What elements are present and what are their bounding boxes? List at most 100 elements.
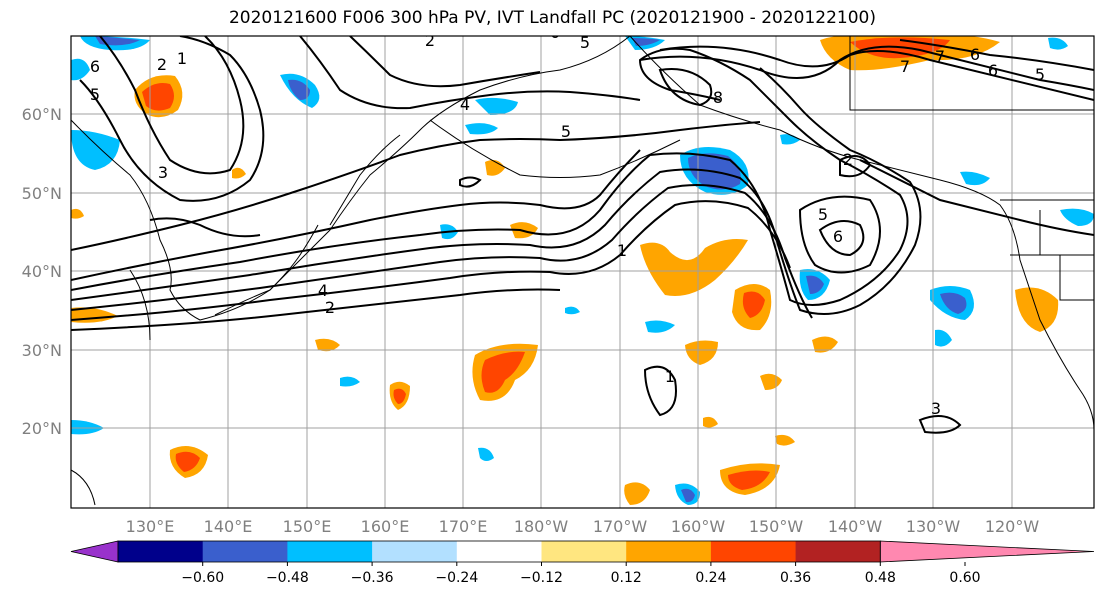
latitude-label: 60°N [22,105,62,124]
aleutian-chain [429,119,681,178]
latitude-label: 40°N [22,262,62,281]
negative-anomaly-patch [71,58,90,81]
negative-anomaly-patch [1048,37,1068,50]
contour-value-label: 5 [1035,65,1045,84]
north-america-coastline [849,36,1094,111]
negative-anomaly-core [806,275,824,294]
positive-anomaly-core [393,388,406,404]
colorbar-tick-label: −0.60 [181,570,224,586]
negative-anomaly-patch [478,447,494,461]
colorbar-extend-right [879,540,1095,563]
negative-anomaly-patch [1060,208,1094,226]
longitude-label: 140°E [204,517,253,536]
contour-value-label: 6 [970,45,980,64]
contour-value-label: 6 [833,227,843,246]
map-frame [70,35,1095,509]
contour-value-label: 6 [988,61,998,80]
colorbar-tick-label: −0.36 [351,570,394,586]
colorbar-segment [456,541,542,562]
negative-anomaly-core [940,292,967,314]
pv-contours [71,36,1094,434]
colorbar-tick-label: 0.12 [611,570,642,586]
japan-coastline [214,224,319,316]
contour-value-label: 7 [935,47,945,66]
longitude-label: 130°E [126,517,175,536]
positive-anomaly-patch [624,482,650,505]
longitude-label: 180°W [514,517,569,536]
contour-value-label: 5 [90,85,100,104]
colorbar-segment [795,541,881,562]
negative-anomaly-patch [71,420,104,435]
map-title: 2020121600 F006 300 hPa PV, IVT Landfall… [228,8,876,28]
contour-value-label: 3 [158,163,168,182]
colorbar-segment [710,541,797,562]
contour-value-label: 8 [713,88,723,107]
colorbar-segment [287,541,373,562]
colorbar-segment [202,541,288,562]
positive-anomaly-patch [485,160,505,176]
negative-anomaly-core [632,38,660,46]
contour-value-label: 2 [325,298,335,317]
positive-anomaly-patch [703,416,718,428]
contour-value-label: 5 [561,122,571,141]
colorbar-segment [541,541,627,562]
contour-value-label: 1 [617,241,627,260]
colorbar-tick-label: −0.12 [520,570,563,586]
coastlines [71,36,1094,506]
positive-anomaly-core [175,451,200,472]
longitude-label: 140°W [828,517,883,536]
colorbar-tick-label: 0.24 [695,570,726,586]
positive-anomaly-patch [775,434,795,446]
positive-anomaly-patch [640,239,748,296]
positive-anomaly-patch [812,336,838,353]
colorbar: −0.60 −0.48 −0.36 −0.24 −0.12 0.12 0.24 0.36 0.4… [70,540,1095,586]
negative-anomaly-patch [935,329,952,347]
negative-anomaly-patch [71,130,120,170]
contour-value-label: 1 [177,49,187,68]
colorbar-tick-label: −0.24 [435,570,478,586]
positive-anomaly-patch [71,208,84,219]
colorbar-tick-label: 0.60 [949,570,980,586]
positive-anomaly-core [742,291,765,318]
positive-anomaly-core [728,470,770,490]
contour-value-label: 1 [665,367,675,386]
contour-value-label: 6 [90,57,100,76]
alaska-coastline [629,36,1094,431]
longitude-label: 150°W [749,517,804,536]
negative-anomaly-patch [565,306,580,315]
colorbar-tick-label: −0.48 [266,570,309,586]
longitude-label: 120°W [985,517,1040,536]
philippines-coastline [71,469,96,506]
negative-anomaly-patch [340,376,360,387]
colorbar-tick-label: 0.48 [865,570,896,586]
colorbar-segment [372,541,458,562]
positive-anomaly-patch [685,340,718,365]
contour-value-label: 5 [580,33,590,52]
negative-anomaly-patch [645,320,675,333]
contour-value-label: 3 [931,399,941,418]
contour-value-label: 7 [900,57,910,76]
longitude-label: 170°E [439,517,488,536]
negative-anomaly-patch [465,123,498,135]
colorbar-outline [117,540,881,563]
kamchatka-coastline [329,134,401,226]
longitude-label: 130°W [906,517,961,536]
longitude-label: 160°E [361,517,410,536]
us-state-lines [1010,210,1094,301]
longitude-labels: 130°E 140°E 150°E 160°E 170°E 180°W 170°W 160°W… [126,517,1040,536]
negative-anomaly-patch [475,97,518,115]
longitude-label: 170°W [593,517,648,536]
positive-anomaly-patch [315,338,340,352]
contour-value-label: 2 [157,55,167,74]
negative-anomaly-patch [960,171,990,186]
pc-shading-layer [71,36,1094,505]
positive-anomaly-core [481,351,525,393]
colorbar-tick-label: 0.36 [780,570,811,586]
latitude-labels: 60°N 50°N 40°N 30°N 20°N [22,105,62,438]
positive-anomaly-patch [232,167,246,179]
negative-anomaly-core [681,488,695,503]
contour-value-label: 2 [425,31,435,50]
colorbar-segment [626,541,712,562]
